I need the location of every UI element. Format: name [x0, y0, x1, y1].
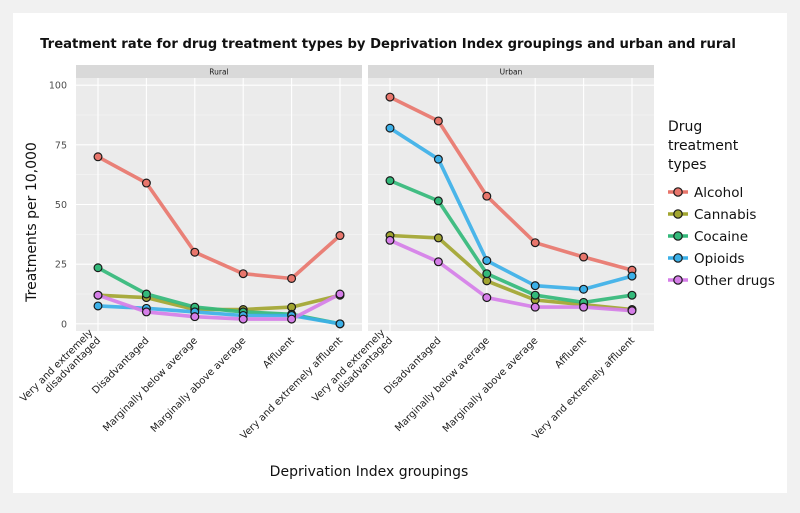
- y-tick-label: 25: [55, 260, 67, 271]
- data-point-other-drugs: [579, 302, 589, 312]
- data-point-opioids: [627, 271, 637, 281]
- series-line-alcohol: [96, 155, 342, 281]
- data-point-other-drugs: [627, 306, 637, 316]
- legend-key-point: [673, 231, 683, 241]
- data-point-other-drugs: [190, 312, 200, 322]
- data-point-cocaine: [93, 263, 103, 273]
- y-axis-title: Treatments per 10,000: [24, 142, 40, 303]
- data-point-other-drugs: [482, 293, 492, 303]
- legend-label-cannabis: Cannabis: [694, 207, 756, 223]
- x-tick-label-line: Marginally above average: [441, 335, 541, 435]
- x-tick-label: Marginally below average: [101, 335, 200, 434]
- series-line-cannabis: [388, 233, 634, 312]
- x-axis-title: Deprivation Index groupings: [270, 464, 469, 480]
- data-point-other-drugs: [385, 235, 395, 245]
- facet-panels: Rural Urban: [76, 65, 654, 331]
- facet-strip: [368, 65, 654, 78]
- legend-key-point: [673, 275, 683, 285]
- x-tick-label-line: Affluent: [553, 335, 589, 371]
- y-tick-label: 50: [55, 200, 67, 211]
- legend-label-opioids: Opioids: [694, 251, 745, 267]
- data-point-other-drugs: [433, 257, 443, 267]
- data-point-alcohol: [530, 238, 540, 248]
- data-point-alcohol: [579, 252, 589, 262]
- x-tick-label-line: Very and extremely affluent: [531, 335, 638, 442]
- legend-label-other-drugs: Other drugs: [694, 273, 775, 289]
- data-point-cocaine: [385, 176, 395, 186]
- data-point-other-drugs: [93, 290, 103, 300]
- x-tick-label-line: Marginally below average: [101, 335, 200, 434]
- legend-key-point: [673, 209, 683, 219]
- chart: Treatment rate for drug treatment types …: [18, 37, 775, 480]
- data-point-opioids: [433, 154, 443, 164]
- legend-title: types: [668, 157, 707, 173]
- data-point-cocaine: [482, 269, 492, 279]
- x-axis: Very and extremelydisadvantagedDisadvant…: [18, 328, 637, 442]
- data-point-alcohol: [335, 231, 345, 241]
- x-tick-label: Marginally above average: [149, 335, 249, 435]
- series-line-other-drugs: [96, 292, 342, 321]
- x-tick-label-line: Marginally below average: [393, 335, 492, 434]
- data-point-alcohol: [141, 178, 151, 188]
- y-axis: 0 25 50 75 100: [49, 81, 67, 331]
- data-point-other-drugs: [141, 307, 151, 317]
- series-line-alcohol: [388, 95, 634, 272]
- y-tick-label: 100: [49, 81, 67, 92]
- data-point-opioids: [579, 284, 589, 294]
- x-tick-label: Marginally below average: [393, 335, 492, 434]
- data-point-other-drugs: [335, 289, 345, 299]
- series-line-cocaine: [388, 178, 634, 305]
- data-point-alcohol: [482, 191, 492, 201]
- data-point-alcohol: [287, 273, 297, 283]
- data-point-other-drugs: [530, 302, 540, 312]
- legend-key-point: [673, 187, 683, 197]
- x-tick-label: Affluent: [553, 335, 589, 371]
- x-tick-label-line: Marginally above average: [149, 335, 249, 435]
- data-point-opioids: [530, 281, 540, 291]
- panel-urban: Urban: [368, 65, 654, 331]
- x-tick-label-line: Affluent: [261, 335, 297, 371]
- data-point-alcohol: [190, 247, 200, 257]
- data-point-other-drugs: [287, 314, 297, 324]
- x-tick-label: Very and extremely affluent: [531, 335, 638, 442]
- x-tick-label: Very and extremelydisadvantaged: [18, 328, 103, 413]
- x-tick-label: Affluent: [261, 335, 297, 371]
- chart-title: Treatment rate for drug treatment types …: [40, 37, 736, 52]
- data-point-cocaine: [141, 289, 151, 299]
- facet-strip-label: Urban: [500, 68, 523, 77]
- data-point-alcohol: [385, 92, 395, 102]
- data-point-other-drugs: [238, 314, 248, 324]
- legend-title: Drug: [668, 119, 702, 135]
- data-point-cocaine: [433, 196, 443, 206]
- data-point-alcohol: [433, 116, 443, 126]
- data-point-cocaine: [627, 290, 637, 300]
- legend-label-alcohol: Alcohol: [694, 185, 743, 201]
- data-point-alcohol: [93, 152, 103, 162]
- facet-strip-label: Rural: [209, 68, 228, 77]
- legend-label-cocaine: Cocaine: [694, 229, 748, 245]
- x-tick-label: Marginally above average: [441, 335, 541, 435]
- data-point-opioids: [335, 319, 345, 329]
- chart-card: Treatment rate for drug treatment types …: [13, 13, 787, 493]
- y-tick-label: 0: [61, 319, 67, 330]
- panel-rural: Rural: [76, 65, 362, 331]
- facet-strip: [76, 65, 362, 78]
- x-tick-label-line: Very and extremely: [18, 328, 95, 405]
- series-line-opioids: [388, 126, 634, 292]
- data-point-cocaine: [530, 290, 540, 300]
- data-point-opioids: [385, 123, 395, 133]
- data-point-opioids: [93, 301, 103, 311]
- legend: Drug treatment types Alcohol Cannabis Cocaine…: [668, 119, 775, 289]
- x-tick-label: Very and extremelydisadvantaged: [310, 328, 395, 413]
- data-point-opioids: [482, 256, 492, 266]
- legend-key-point: [673, 253, 683, 263]
- legend-title: treatment: [668, 138, 739, 154]
- data-point-alcohol: [238, 269, 248, 279]
- data-point-cannabis: [433, 233, 443, 243]
- y-tick-label: 75: [55, 140, 67, 151]
- series-line-other-drugs: [388, 238, 634, 313]
